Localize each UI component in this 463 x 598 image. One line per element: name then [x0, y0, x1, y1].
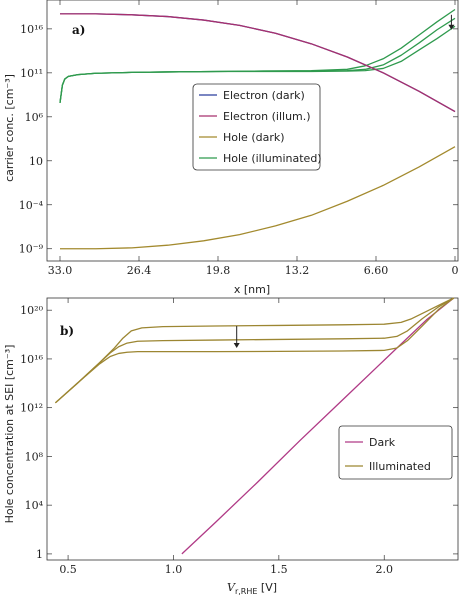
series-line-hole-illuminated — [59, 25, 456, 103]
panel-a-annotations — [448, 14, 455, 30]
y-tick-label: 1 — [36, 548, 43, 561]
series-line-hole-dark — [60, 146, 456, 250]
panel-b-ticks: 0.5 1.0 1.5 2.0 1 10⁴ 10⁸ 10¹² 10¹⁶ 10²⁰ — [20, 298, 458, 576]
panel-b-y-label: Hole concentration at SEI [cm⁻³] — [3, 345, 16, 524]
series-dark — [181, 297, 455, 555]
legend-label-electron-dark: Electron (dark) — [223, 89, 305, 102]
series-line-dark — [181, 297, 455, 555]
y-tick-label: 10¹¹ — [20, 67, 43, 80]
x-tick-label: 0.5 — [59, 563, 77, 576]
panel-b-x-label-unit: [V] — [257, 581, 277, 594]
series-line-illuminated — [54, 297, 455, 404]
panel-b-legend: Dark Illuminated — [338, 425, 453, 480]
x-tick-label: 13.2 — [285, 264, 310, 277]
panel-a-x-label: x [nm] — [234, 283, 270, 296]
x-tick-label: 2.0 — [375, 563, 393, 576]
series-hole-dark — [60, 146, 456, 250]
series-line-electron-illum — [60, 13, 456, 113]
y-tick-label: 10²⁰ — [20, 304, 43, 317]
legend-label-illuminated: Illuminated — [369, 460, 431, 473]
y-tick-label: 10⁻⁹ — [19, 243, 44, 256]
x-tick-label: 19.8 — [206, 264, 231, 277]
panel-a-frame — [46, 0, 459, 262]
legend-label-hole-illuminated: Hole (illuminated) — [223, 152, 322, 165]
x-tick-label: 26.4 — [127, 264, 152, 277]
panel-b-x-label-main: V — [227, 581, 236, 594]
panel-a-legend: Electron (dark) Electron (illum.) Hole (da… — [192, 83, 322, 171]
panel-b-legend-box — [338, 425, 453, 480]
panel-a-legend-box — [192, 83, 321, 171]
series-hole-illuminated — [59, 8, 456, 103]
y-tick-label: 10⁸ — [25, 450, 44, 463]
panel-b: b) 0.5 1.0 1.5 2.0 1 10⁴ 10⁸ 10¹² 10¹⁶ 10²⁰ Vr,RH… — [3, 297, 459, 596]
x-tick-label: 0 — [452, 264, 459, 277]
y-tick-label: 10⁴ — [25, 499, 44, 512]
legend-label-electron-illum: Electron (illum.) — [223, 110, 311, 123]
x-tick-label: 33.0 — [48, 264, 73, 277]
arrow-head — [448, 24, 455, 30]
x-tick-label: 6.60 — [364, 264, 389, 277]
y-tick-label: 10¹⁶ — [20, 353, 43, 366]
legend-label-dark: Dark — [369, 436, 396, 449]
arrow-head — [233, 342, 240, 348]
panel-a-y-label: carrier conc. [cm⁻³] — [3, 74, 16, 182]
x-tick-label: 1.0 — [165, 563, 183, 576]
series-electron-illum — [60, 13, 456, 113]
y-tick-label: 10⁶ — [25, 111, 44, 124]
panel-b-legend-items: Dark Illuminated — [345, 436, 431, 473]
y-tick-label: 10 — [29, 155, 43, 168]
series-illuminated — [54, 297, 455, 404]
panel-b-frame — [46, 297, 459, 561]
x-tick-label: 1.5 — [270, 563, 288, 576]
panel-b-x-label: Vr,RHE [V] — [227, 581, 277, 596]
panel-a-series — [59, 8, 456, 250]
series-line-illuminated — [54, 297, 455, 404]
panel-b-series — [54, 297, 455, 555]
y-tick-label: 10⁻⁴ — [19, 199, 44, 212]
panel-b-annotations — [233, 326, 240, 348]
y-tick-label: 10¹⁶ — [20, 23, 43, 36]
panel-a-ticks: 33.0 26.4 19.8 13.2 6.60 0 10⁻⁹ 10⁻⁴ 10 10⁶ 10¹¹ 10… — [19, 0, 459, 277]
legend-label-hole-dark: Hole (dark) — [223, 131, 285, 144]
panel-b-label: b) — [60, 324, 74, 338]
panel-a-label: a) — [72, 23, 85, 37]
panel-a-legend-items: Electron (dark) Electron (illum.) Hole (da… — [199, 89, 322, 165]
y-tick-label: 10¹² — [20, 402, 43, 415]
panel-a: a) 33.0 26.4 19.8 13.2 6.60 0 10⁻⁹ 10⁻⁴ 10 10⁶ 10¹… — [3, 0, 459, 296]
panel-b-x-label-sub: r,RHE — [235, 587, 257, 596]
